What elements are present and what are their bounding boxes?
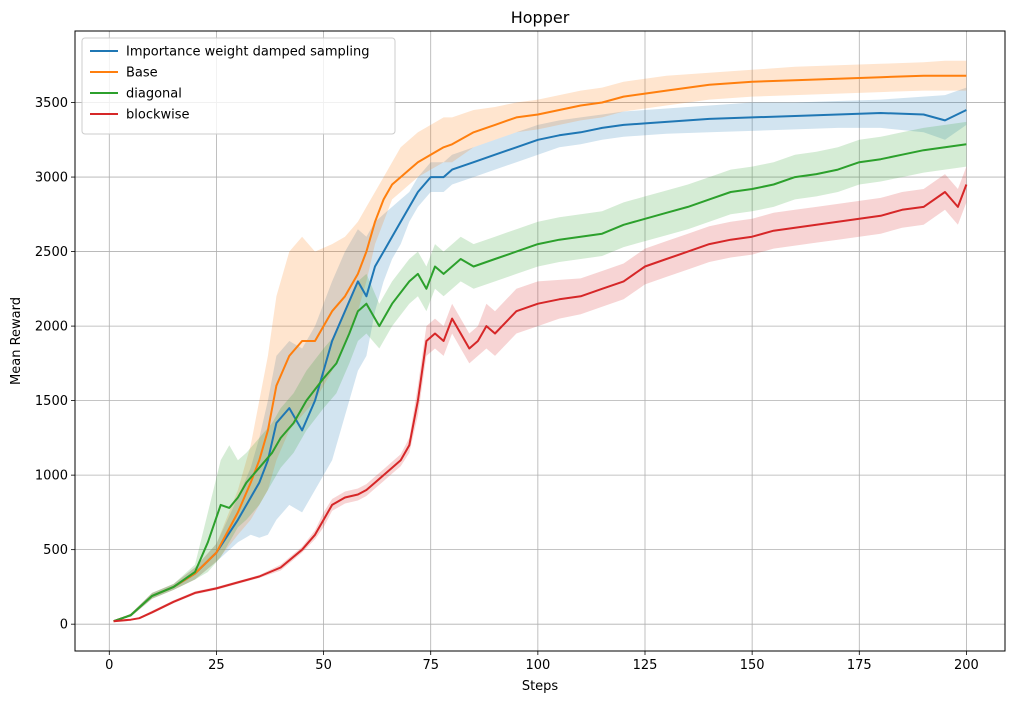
chart-title: Hopper [511,8,570,27]
x-tick-label: 200 [954,658,979,673]
series-line [113,184,968,623]
x-axis-ticks: 0 25 50 75 100 125 150 175 200 [105,651,979,673]
y-tick-label: 3500 [35,96,68,111]
x-axis-title: Steps [522,679,559,694]
x-tick-label: 125 [633,658,658,673]
series-line [113,109,967,623]
y-tick-label: 1000 [35,469,68,484]
x-tick-label: 75 [422,658,439,673]
series-lines [113,74,968,623]
x-tick-label: 150 [740,658,765,673]
legend-label: blockwise [126,108,190,123]
legend-label: diagonal [126,87,182,102]
x-tick-label: 50 [315,658,332,673]
x-tick-label: 25 [208,658,225,673]
x-tick-label: 175 [847,658,872,673]
y-tick-label: 0 [60,618,68,633]
y-axis-ticks: 0 500 1000 1500 2000 2500 3000 3500 [35,96,75,633]
x-tick-label: 0 [105,658,113,673]
confidence-band [113,87,967,622]
y-axis-title: Mean Reward [9,297,24,385]
confidence-band [113,166,967,622]
y-tick-label: 2500 [35,245,68,260]
y-tick-label: 3000 [35,171,68,186]
legend-label: Base [126,66,158,81]
plot-frame [74,30,1006,652]
legend-label: Importance weight damped sampling [126,45,369,60]
series-line [113,143,967,623]
x-tick-label: 100 [525,658,550,673]
confidence-band [113,121,967,622]
y-tick-label: 500 [43,543,68,558]
y-tick-label: 1500 [35,394,68,409]
y-tick-label: 2000 [35,320,68,335]
legend-box [81,37,396,135]
legend: Importance weight damped sampling Base dia… [81,37,396,135]
